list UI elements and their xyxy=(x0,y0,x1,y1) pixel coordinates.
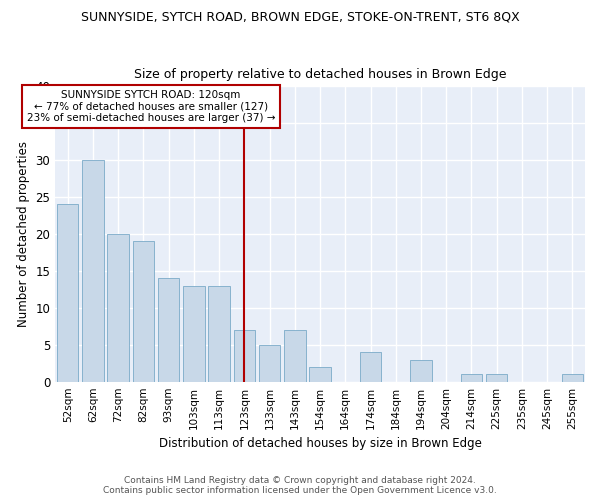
Bar xyxy=(284,330,305,382)
Bar xyxy=(562,374,583,382)
Title: Size of property relative to detached houses in Brown Edge: Size of property relative to detached ho… xyxy=(134,68,506,81)
Bar xyxy=(360,352,381,382)
Bar xyxy=(310,367,331,382)
Bar xyxy=(461,374,482,382)
Bar xyxy=(107,234,129,382)
Bar xyxy=(410,360,432,382)
Bar xyxy=(183,286,205,382)
Bar xyxy=(82,160,104,382)
Bar xyxy=(57,204,79,382)
Text: SUNNYSIDE SYTCH ROAD: 120sqm
← 77% of detached houses are smaller (127)
23% of s: SUNNYSIDE SYTCH ROAD: 120sqm ← 77% of de… xyxy=(27,90,275,123)
Text: SUNNYSIDE, SYTCH ROAD, BROWN EDGE, STOKE-ON-TRENT, ST6 8QX: SUNNYSIDE, SYTCH ROAD, BROWN EDGE, STOKE… xyxy=(80,10,520,23)
Y-axis label: Number of detached properties: Number of detached properties xyxy=(17,141,30,327)
Bar xyxy=(233,330,255,382)
Text: Contains HM Land Registry data © Crown copyright and database right 2024.
Contai: Contains HM Land Registry data © Crown c… xyxy=(103,476,497,495)
Bar xyxy=(208,286,230,382)
X-axis label: Distribution of detached houses by size in Brown Edge: Distribution of detached houses by size … xyxy=(158,437,481,450)
Bar xyxy=(259,345,280,382)
Bar xyxy=(133,242,154,382)
Bar xyxy=(486,374,508,382)
Bar xyxy=(158,278,179,382)
